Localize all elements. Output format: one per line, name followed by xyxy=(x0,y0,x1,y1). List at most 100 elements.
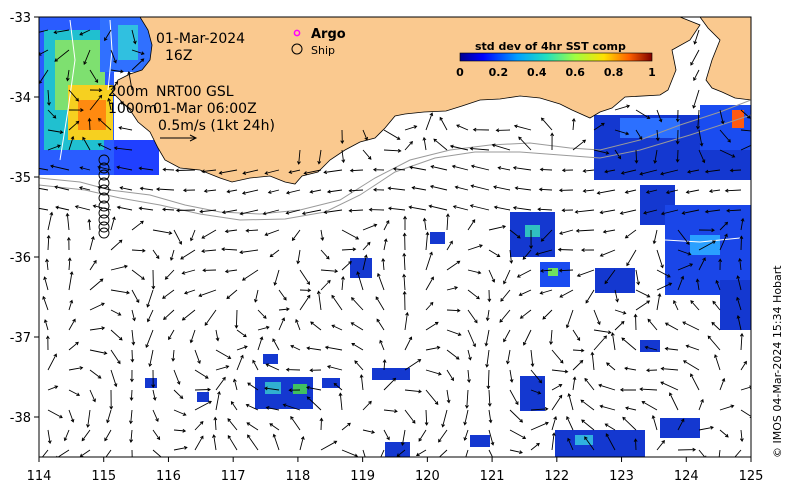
current-vector xyxy=(404,336,413,351)
current-vector xyxy=(614,149,622,160)
current-vector xyxy=(224,269,238,274)
current-vector xyxy=(739,235,744,251)
current-vector xyxy=(305,385,322,391)
current-vector xyxy=(571,117,576,131)
current-vector xyxy=(664,346,679,351)
current-vector xyxy=(425,345,441,351)
current-vector xyxy=(47,353,57,371)
colorbar xyxy=(459,52,653,62)
current-vector xyxy=(530,407,549,411)
current-vector xyxy=(550,132,555,151)
colorbar-tick-label: 0.2 xyxy=(489,66,509,79)
current-vector xyxy=(168,329,175,341)
current-vector xyxy=(87,117,92,131)
current-vector xyxy=(382,359,387,371)
current-vector xyxy=(109,389,114,410)
current-vector xyxy=(465,389,469,409)
current-vector xyxy=(718,449,721,457)
current-vector xyxy=(499,309,511,323)
current-vector xyxy=(719,221,729,231)
current-vector xyxy=(362,129,368,141)
current-vector xyxy=(425,301,434,311)
x-tick-label: 120 xyxy=(415,469,440,484)
current-vector xyxy=(387,206,406,211)
current-vector xyxy=(383,377,397,391)
current-vector xyxy=(740,129,751,132)
current-vector xyxy=(404,140,413,151)
current-vector xyxy=(128,409,133,425)
sst-patches xyxy=(39,17,751,457)
current-vector xyxy=(338,392,343,411)
current-vector xyxy=(265,363,280,371)
ship-legend-label: Ship xyxy=(311,44,335,57)
current-vector xyxy=(323,209,343,215)
current-vector xyxy=(74,205,91,211)
current-vector xyxy=(120,101,133,111)
current-vector xyxy=(403,215,407,230)
current-vector xyxy=(89,369,102,379)
current-vector xyxy=(635,129,643,140)
current-vector xyxy=(633,438,638,451)
current-vector xyxy=(65,69,70,82)
current-vector xyxy=(404,311,409,331)
ship-position-marker xyxy=(98,207,110,219)
current-vector xyxy=(39,167,49,171)
current-vector xyxy=(576,269,595,277)
current-vector xyxy=(264,169,280,175)
current-vector xyxy=(493,185,511,191)
current-vector xyxy=(320,279,331,291)
x-tick-label: 123 xyxy=(609,469,634,484)
colorbar-tick-label: 0 xyxy=(456,66,464,79)
current-vector xyxy=(540,117,553,131)
current-vector xyxy=(226,189,238,194)
current-vector xyxy=(204,309,217,326)
current-vector xyxy=(152,429,161,441)
current-vector xyxy=(89,302,105,311)
current-vector xyxy=(719,377,726,391)
current-vector xyxy=(309,189,322,194)
hour-label: 16Z xyxy=(165,48,192,64)
current-vector xyxy=(226,289,238,300)
current-vector xyxy=(194,420,204,431)
current-vector xyxy=(299,294,311,311)
current-vector xyxy=(183,289,196,295)
current-vector xyxy=(605,433,616,451)
current-vector xyxy=(131,248,146,253)
y-tick-label: -37 xyxy=(10,331,31,346)
current-vector xyxy=(110,239,123,251)
current-vector xyxy=(383,220,390,231)
current-vector xyxy=(512,165,532,171)
current-vector xyxy=(106,409,112,424)
current-vector xyxy=(381,258,386,271)
current-vector xyxy=(491,143,511,151)
current-vector xyxy=(740,144,751,151)
colorbar-tick-label: 1 xyxy=(648,66,656,79)
current-vector xyxy=(368,207,385,212)
current-vector xyxy=(181,309,196,321)
current-vector xyxy=(409,165,427,171)
current-vector xyxy=(362,254,368,271)
scale-label: 0.5m/s (1kt 24h) xyxy=(158,118,275,134)
current-vector xyxy=(320,249,330,260)
current-vector xyxy=(68,89,79,102)
current-vector xyxy=(467,329,477,348)
current-vector xyxy=(110,329,123,341)
current-vector xyxy=(513,124,532,131)
current-vector xyxy=(660,366,679,371)
current-vector xyxy=(107,97,112,111)
current-vector xyxy=(488,269,496,283)
current-vector xyxy=(530,421,549,431)
current-vector xyxy=(236,354,244,371)
y-tick-label: -35 xyxy=(10,171,31,186)
current-vector xyxy=(467,349,472,361)
current-vector xyxy=(198,289,217,298)
current-vector xyxy=(221,247,238,252)
current-vector xyxy=(110,309,122,316)
current-vector xyxy=(739,429,744,442)
current-vector xyxy=(656,249,664,269)
current-vector xyxy=(503,269,511,285)
current-vector xyxy=(593,335,607,351)
current-vector xyxy=(675,109,680,123)
current-vector xyxy=(509,449,523,455)
current-vector xyxy=(264,229,280,237)
